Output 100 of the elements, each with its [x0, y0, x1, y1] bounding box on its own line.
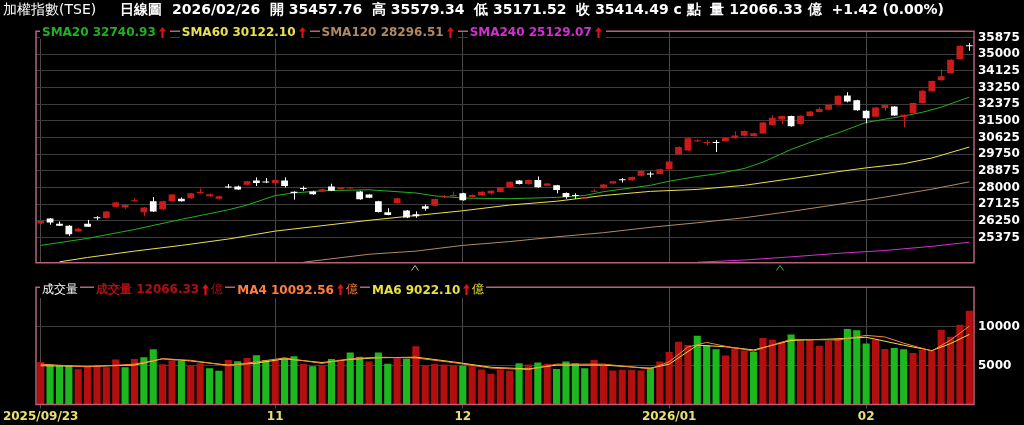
bar	[581, 368, 589, 405]
bar	[834, 337, 842, 405]
y-tick-label: 30625	[978, 129, 1020, 144]
bar	[102, 367, 110, 405]
bar	[815, 345, 823, 405]
bar	[37, 361, 45, 405]
bar	[825, 341, 833, 405]
bar	[365, 361, 373, 405]
bar	[402, 358, 411, 405]
bar	[843, 329, 851, 405]
bar	[290, 356, 298, 405]
bar	[890, 348, 898, 405]
bar	[524, 364, 533, 405]
x-tick-label: 11	[266, 408, 284, 423]
text: SMA240 25129.07	[469, 25, 592, 39]
bar	[412, 346, 420, 405]
text: 億	[345, 282, 358, 296]
bar	[628, 369, 636, 405]
y-tick-label: 5000	[978, 357, 1012, 372]
text: 億	[472, 282, 485, 296]
text: SMA60 30122.10	[181, 25, 296, 39]
bar	[618, 369, 626, 405]
y-tick-label: 28000	[978, 179, 1020, 194]
bar	[112, 359, 120, 405]
bar	[74, 369, 82, 405]
chart-subtitle: 日線圖 2026/02/26 開 35457.76 高 35579.34 低 35171.52 收 35414.49 c 點 量 12066.33 億 +1.42 (0.00%)	[120, 1, 944, 17]
bar	[252, 355, 260, 405]
bar	[731, 347, 739, 405]
bar	[506, 370, 514, 405]
bar	[55, 365, 64, 405]
bar	[327, 359, 336, 405]
bar	[590, 360, 598, 405]
bar	[609, 370, 617, 405]
bar	[65, 365, 73, 405]
bar	[806, 339, 814, 405]
y-tick-label: 26250	[978, 212, 1020, 227]
x-tick-label: 12	[454, 408, 472, 423]
bar	[271, 359, 279, 405]
bar	[674, 341, 683, 405]
bar	[121, 367, 129, 405]
bar	[149, 349, 157, 405]
bar	[656, 361, 664, 405]
bar	[140, 357, 148, 405]
bar	[449, 365, 457, 405]
bar	[900, 349, 908, 405]
bar	[768, 339, 776, 405]
y-tick-label: 33250	[978, 79, 1020, 94]
bar	[562, 361, 570, 405]
text: 成交量 12066.33	[96, 281, 200, 298]
bar	[918, 349, 926, 405]
bar	[862, 343, 870, 405]
bar	[234, 361, 242, 405]
bar	[778, 342, 786, 405]
bar	[909, 353, 917, 405]
y-tick-label: 10000	[978, 318, 1020, 333]
bar	[130, 359, 139, 405]
y-tick-label: 27125	[978, 196, 1020, 211]
bar	[393, 357, 401, 405]
candlestick	[571, 192, 579, 200]
bar	[487, 373, 495, 405]
bar	[318, 365, 326, 405]
bar	[187, 365, 195, 405]
bar	[740, 350, 748, 405]
bar	[646, 367, 654, 405]
bar	[384, 363, 392, 405]
bar	[177, 360, 185, 405]
x-tick-label: 2026/01	[641, 408, 697, 423]
bar	[46, 364, 54, 405]
bar	[787, 334, 795, 405]
bar	[168, 360, 176, 405]
bar	[750, 351, 758, 405]
bar	[243, 358, 251, 405]
bar	[515, 363, 523, 405]
bar	[299, 363, 307, 405]
bar	[84, 367, 92, 405]
bar	[309, 366, 317, 405]
x-tick-label: 02	[857, 408, 875, 423]
bar	[759, 337, 767, 405]
x-tick-label: 2025/09/23	[2, 408, 79, 423]
bar	[553, 368, 561, 405]
bar	[374, 352, 382, 405]
text: MA4 10092.56	[237, 282, 334, 297]
bar	[796, 340, 805, 405]
bar	[928, 350, 936, 405]
bar	[534, 362, 542, 405]
bar	[937, 329, 945, 405]
chart-title: 成交量	[40, 281, 80, 298]
text: SMA20 32740.93	[42, 25, 156, 39]
bar	[215, 370, 223, 405]
bar	[637, 370, 645, 405]
y-tick-label: 35000	[978, 46, 1020, 61]
bar	[440, 364, 448, 405]
bar	[881, 348, 889, 405]
bar	[431, 363, 439, 405]
bar	[356, 356, 364, 405]
y-tick-label: 31500	[978, 112, 1020, 127]
y-tick-label: 32375	[978, 96, 1020, 111]
bar	[205, 368, 214, 405]
text: MA6 9022.10	[371, 282, 461, 297]
bar	[721, 355, 729, 405]
